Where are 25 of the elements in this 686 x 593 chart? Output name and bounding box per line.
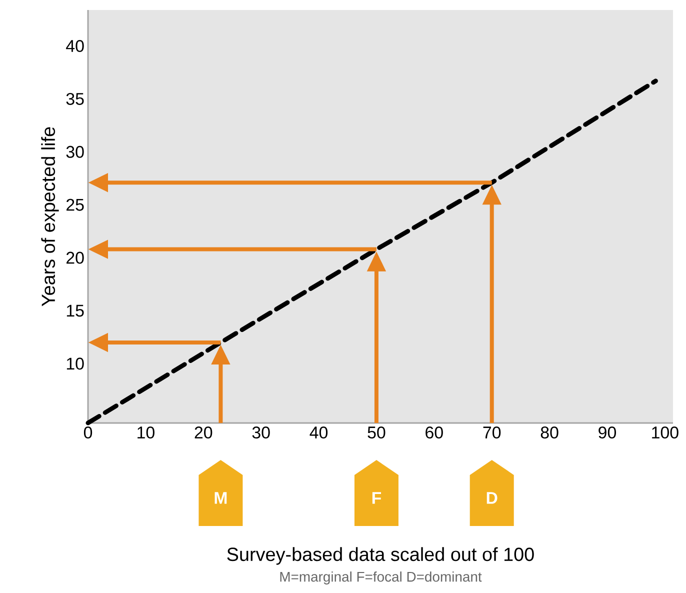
y-tick-label: 25 bbox=[66, 198, 84, 211]
line-series bbox=[86, 78, 658, 426]
x-tick-label: 10 bbox=[138, 426, 154, 438]
x-tick-label: 50 bbox=[368, 426, 386, 438]
x-tick-label: 30 bbox=[252, 426, 270, 438]
y-tick-label: 15 bbox=[66, 304, 84, 317]
y-tick-label: 30 bbox=[66, 146, 84, 158]
x-tick-label: 20 bbox=[194, 426, 212, 438]
x-tick-label: 60 bbox=[426, 426, 443, 438]
x-tick-label: 80 bbox=[540, 426, 558, 438]
text: M bbox=[214, 492, 227, 504]
y-axis-title: Years of expected life bbox=[41, 127, 59, 306]
text: Survey-based data scaled out of 100 bbox=[227, 547, 534, 565]
text: F bbox=[372, 492, 382, 504]
y-tick-label: 35 bbox=[66, 92, 84, 105]
y-tick-label: 20 bbox=[66, 252, 84, 264]
x-tick-label: 70 bbox=[483, 426, 501, 438]
text: D bbox=[486, 492, 498, 504]
x-tick-label: 100 bbox=[652, 426, 678, 438]
y-tick-label: 10 bbox=[66, 358, 84, 370]
x-tick-label: 40 bbox=[310, 426, 328, 438]
text: M=marginal F=focal D=dominant bbox=[280, 571, 482, 584]
y-tick-label: 40 bbox=[66, 40, 84, 52]
x-tick-label: 90 bbox=[598, 426, 616, 438]
x-tick-label: 0 bbox=[84, 426, 92, 438]
